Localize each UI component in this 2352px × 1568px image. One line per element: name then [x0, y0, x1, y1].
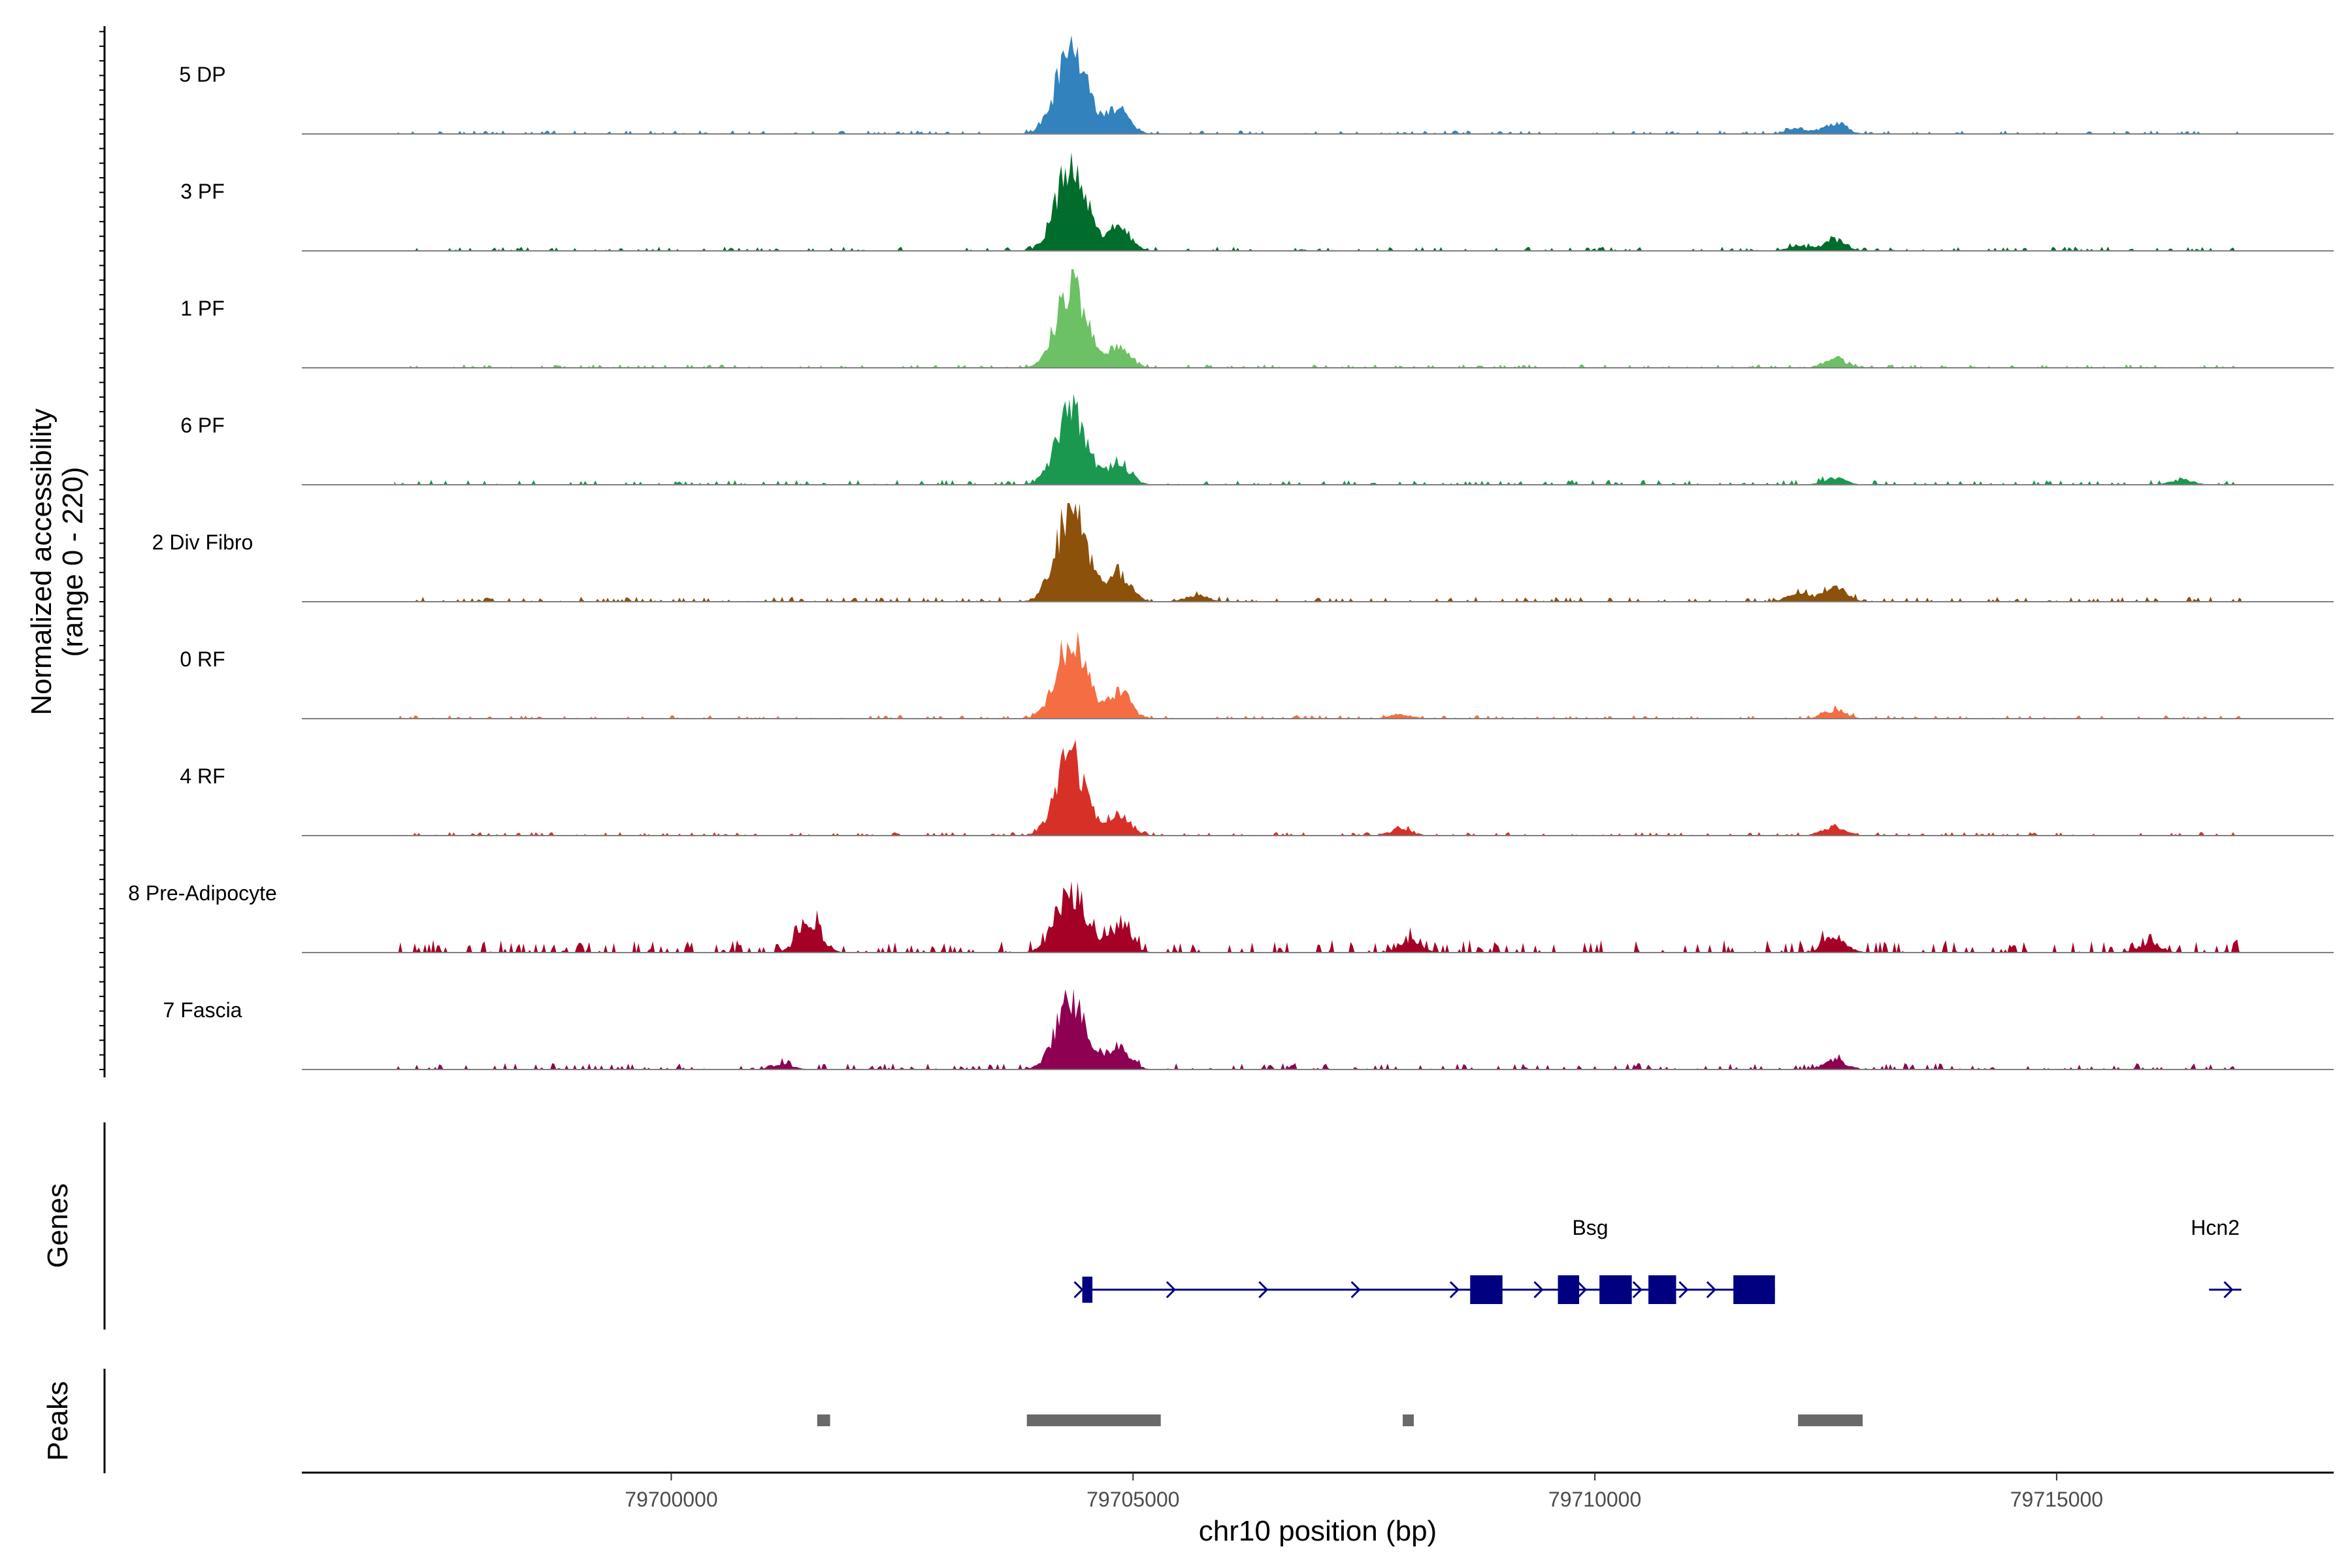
- coverage-y-axis: [99, 26, 106, 1077]
- strand-arrow: [1350, 1281, 1361, 1299]
- track-3-pf: 3 PF: [180, 152, 2334, 252]
- x-tick-label: 79700000: [625, 1488, 717, 1511]
- track-label: 7 Fascia: [163, 998, 242, 1022]
- strand-arrow: [1449, 1281, 1460, 1299]
- gene-exon: [1082, 1277, 1093, 1303]
- y-axis-title: Normalized accessibility (range 0 - 220): [25, 408, 89, 715]
- strand-arrow: [2223, 1281, 2234, 1299]
- track-label: 2 Div Fibro: [152, 531, 253, 554]
- strand-arrow: [1632, 1281, 1642, 1299]
- gene-exon: [1558, 1275, 1580, 1304]
- gene-bsg: Bsg: [1073, 1216, 1775, 1304]
- gene-exon: [1733, 1275, 1775, 1304]
- track-label: 4 RF: [180, 764, 225, 788]
- gene-label: Bsg: [1572, 1216, 1608, 1239]
- track-label: 1 PF: [180, 297, 225, 320]
- y-axis-title-line2: (range 0 - 220): [57, 466, 89, 657]
- x-axis-title: chr10 position (bp): [1199, 1515, 1437, 1547]
- peak-region: [1026, 1414, 1161, 1426]
- coverage-area: [394, 631, 2242, 719]
- x-axis: 79700000 79705000 79710000 79715000: [302, 1471, 2334, 1511]
- gene-label: Hcn2: [2191, 1216, 2240, 1239]
- coverage-area: [394, 988, 2242, 1070]
- peak-region: [1403, 1414, 1414, 1426]
- track-8-pre-adipocyte: 8 Pre-Adipocyte: [128, 881, 2334, 953]
- x-tick-label: 79705000: [1086, 1488, 1179, 1511]
- coverage-area: [394, 393, 2242, 485]
- strand-arrow: [1073, 1281, 1084, 1299]
- track-label: 0 RF: [180, 647, 225, 671]
- coverage-area: [394, 503, 2242, 602]
- track-label: 3 PF: [180, 180, 225, 203]
- x-tick-label: 79715000: [2010, 1488, 2103, 1511]
- coverage-tracks: 5 DP 3 PF 1 PF 6 PF 2 Div Fibro 0 RF 4 RF 8 Pre…: [128, 35, 2334, 1070]
- gene-exon: [1599, 1275, 1632, 1304]
- coverage-area: [394, 881, 2242, 953]
- track-0-rf: 0 RF: [180, 631, 2334, 719]
- gene-exon: [1648, 1275, 1676, 1304]
- strand-arrow: [1678, 1281, 1689, 1299]
- track-label: 5 DP: [179, 63, 225, 86]
- x-tick-label: 79710000: [1548, 1488, 1641, 1511]
- strand-arrow: [1533, 1281, 1544, 1299]
- track-7-fascia: 7 Fascia: [163, 988, 2334, 1070]
- coverage-area: [394, 35, 2242, 134]
- track-1-pf: 1 PF: [180, 269, 2334, 368]
- gene-hcn2: Hcn2: [2191, 1216, 2242, 1299]
- track-6-pf: 6 PF: [180, 393, 2334, 485]
- genes-track-label: Genes: [42, 1183, 74, 1268]
- track-label: 8 Pre-Adipocyte: [128, 881, 277, 905]
- peak-region: [1798, 1414, 1863, 1426]
- coverage-area: [394, 152, 2242, 251]
- gene-exon: [1470, 1275, 1503, 1304]
- track-5-dp: 5 DP: [179, 35, 2334, 135]
- strand-arrow: [1706, 1281, 1716, 1299]
- track-label: 6 PF: [180, 414, 225, 437]
- strand-arrow: [1576, 1281, 1588, 1299]
- track-4-rf: 4 RF: [180, 740, 2334, 836]
- genes-panel: Genes Bsg Hcn2: [42, 1122, 2242, 1330]
- coverage-area: [394, 269, 2242, 368]
- strand-arrow: [1166, 1281, 1177, 1299]
- peaks-panel: Peaks: [42, 1369, 1863, 1473]
- coverage-area: [394, 740, 2242, 836]
- peak-region: [817, 1414, 830, 1426]
- y-axis-title-line1: Normalized accessibility: [25, 408, 57, 715]
- track-2-div-fibro: 2 Div Fibro: [152, 503, 2334, 602]
- strand-arrow: [1258, 1281, 1269, 1299]
- peaks-track-label: Peaks: [42, 1381, 74, 1461]
